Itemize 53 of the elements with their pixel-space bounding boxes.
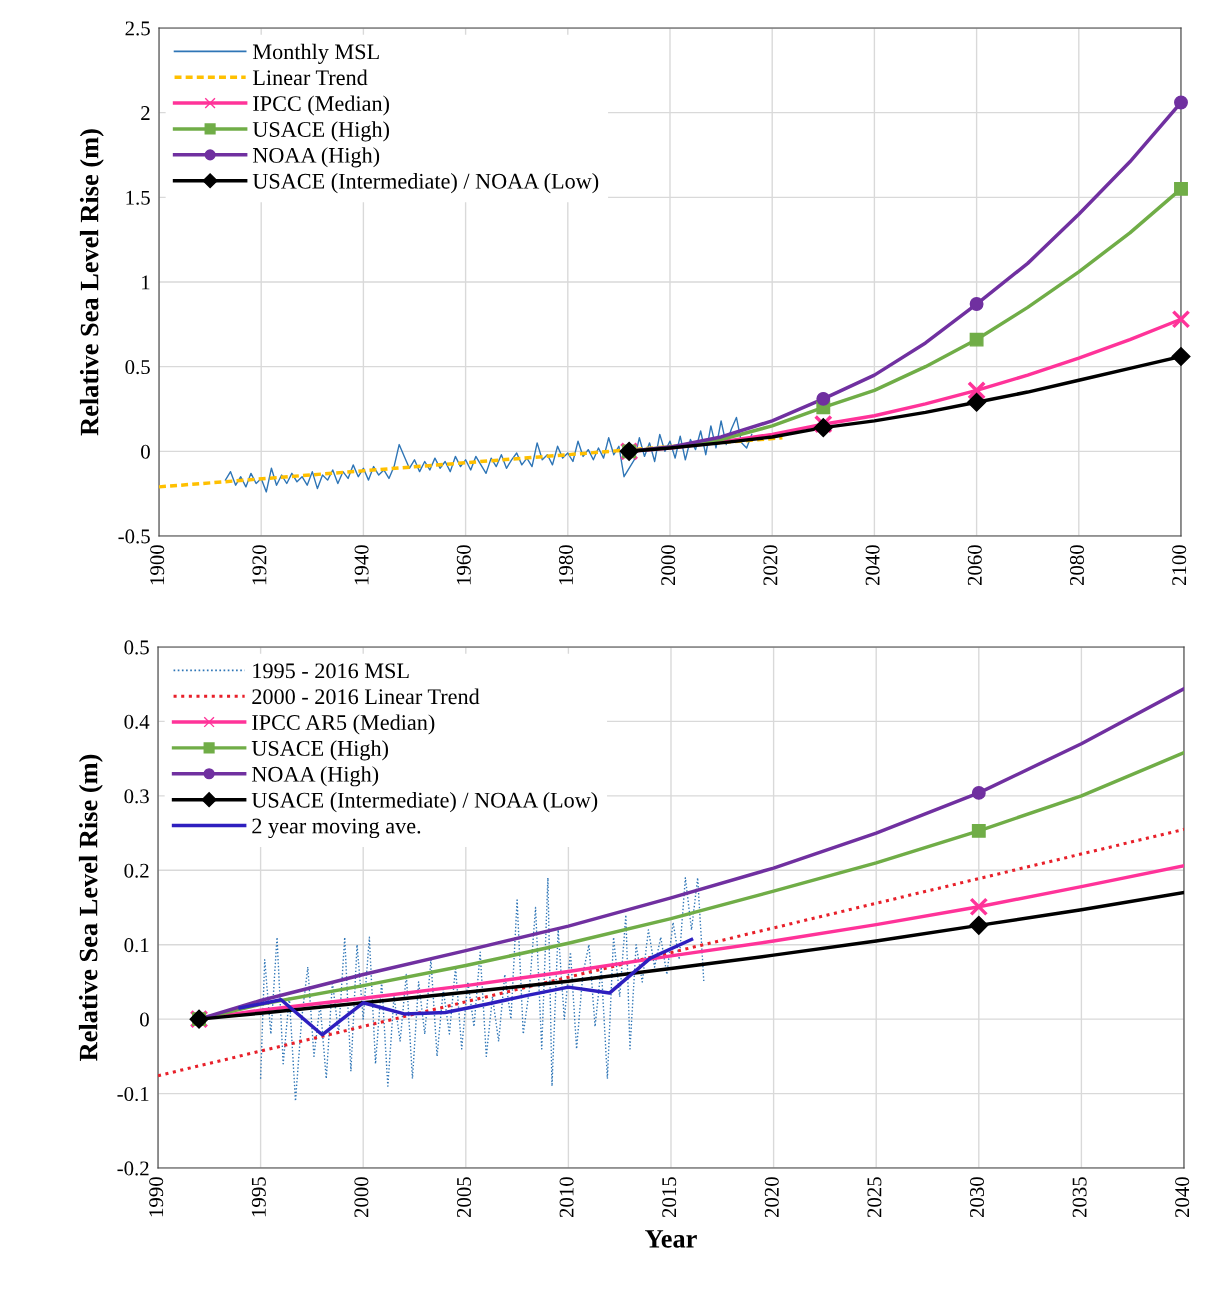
legend-label: USACE (Intermediate) / NOAA (Low)	[251, 792, 598, 813]
x-tick-label: 2020	[764, 1177, 779, 1218]
y-tick-label: 0.2	[124, 863, 149, 878]
x-tick-label: 1960	[456, 545, 471, 585]
y-tick-label: -0.2	[117, 1161, 149, 1176]
legend-label: Linear Trend	[252, 69, 368, 86]
x-tick-label: 2015	[662, 1177, 677, 1218]
y-tick-label: 2.5	[125, 21, 150, 36]
x-tick-label: 2030	[969, 1177, 985, 1218]
y-tick-label: 2	[141, 106, 150, 120]
legend-label: USACE (Intermediate) / NOAA (Low)	[252, 173, 599, 194]
y-tick-label: 0.3	[124, 789, 149, 804]
y-tick-label: -0.5	[118, 529, 150, 544]
legend-label: NOAA (High)	[252, 147, 380, 168]
legend-label: IPCC AR5 (Median)	[252, 714, 435, 735]
x-tick-label: 1940	[354, 545, 369, 585]
y-tick-label: 1	[142, 275, 150, 290]
x-tick-label: 2035	[1072, 1177, 1087, 1218]
x-axis-title: Year	[645, 1230, 697, 1248]
x-tick-label: 2040	[1175, 1177, 1190, 1218]
y-tick-label: 0.1	[124, 938, 149, 953]
x-tick-label: 1990	[149, 1177, 164, 1217]
y-tick-label: 0	[141, 444, 150, 459]
x-tick-label: 2060	[967, 545, 982, 586]
legend-label: NOAA (High)	[251, 766, 379, 787]
x-tick-label: 2100	[1172, 545, 1187, 586]
y-tick-label: 0	[140, 1012, 149, 1027]
y-axis-title: Relative Sea Level Rise (m)	[79, 129, 104, 436]
x-tick-label: 1995	[251, 1177, 266, 1217]
x-tick-label: 1920	[252, 545, 267, 585]
x-tick-label: 1980	[558, 545, 574, 585]
y-tick-label: 0.4	[124, 714, 150, 729]
legend-label: 2 year moving ave.	[252, 818, 421, 839]
y-tick-label: 0.5	[125, 360, 150, 375]
legend-label: IPCC (Median)	[253, 95, 389, 116]
legend-label: USACE (High)	[251, 740, 389, 761]
legend-label: 1995 - 2016 MSL	[253, 663, 409, 679]
x-tick-label: 2005	[456, 1177, 472, 1218]
y-tick-label: -0.1	[117, 1086, 149, 1102]
x-tick-label: 2010	[559, 1177, 574, 1218]
x-tick-label: 2025	[867, 1177, 882, 1218]
x-tick-label: 1900	[150, 545, 165, 585]
legend-label: 2000 - 2016 Linear Trend	[252, 688, 480, 705]
x-tick-label: 2020	[763, 545, 778, 586]
x-tick-label: 2000	[661, 545, 676, 586]
x-tick-label: 2000	[354, 1177, 369, 1218]
x-tick-label: 2040	[865, 545, 880, 586]
legend-label: USACE (High)	[252, 121, 390, 142]
legend-label: Monthly MSL	[252, 43, 379, 64]
y-axis-title: Relative Sea Level Rise (m)	[78, 754, 103, 1061]
x-tick-label: 2080	[1069, 545, 1085, 586]
y-tick-label: 1.5	[126, 190, 150, 205]
y-tick-label: 0.5	[124, 640, 149, 655]
